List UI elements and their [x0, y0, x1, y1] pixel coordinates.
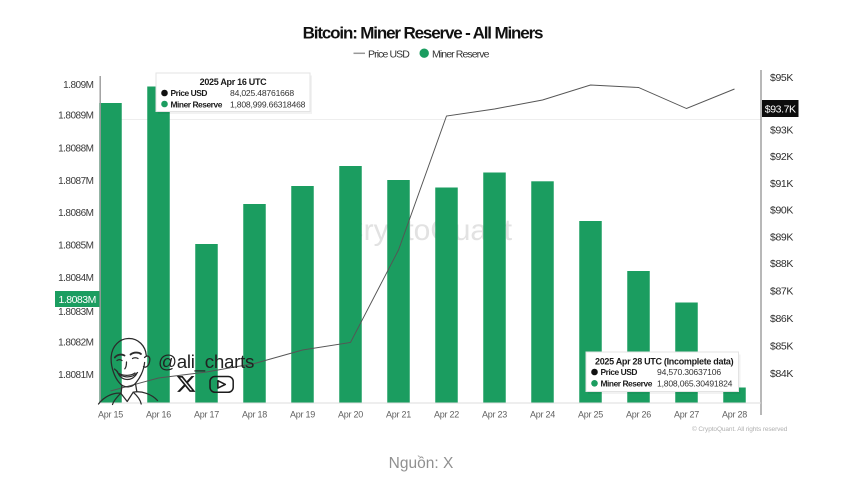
svg-text:$86K: $86K — [770, 313, 793, 325]
svg-text:1.8087M: 1.8087M — [58, 176, 94, 187]
svg-text:Apr 25: Apr 25 — [578, 410, 603, 420]
svg-text:$88K: $88K — [770, 258, 793, 270]
svg-text:Apr 17: Apr 17 — [194, 410, 219, 420]
svg-text:$84K: $84K — [770, 368, 793, 380]
svg-text:$93.7K: $93.7K — [765, 104, 796, 116]
svg-text:1.8083M: 1.8083M — [58, 307, 94, 318]
svg-text:Price USD: Price USD — [171, 88, 208, 98]
svg-text:$87K: $87K — [770, 286, 793, 298]
svg-text:2025 Apr 16 UTC: 2025 Apr 16 UTC — [200, 77, 267, 87]
svg-text:$91K: $91K — [770, 178, 793, 190]
svg-text:1.8084M: 1.8084M — [58, 273, 94, 284]
svg-text:1.8086M: 1.8086M — [58, 208, 94, 219]
svg-text:Price USD: Price USD — [368, 48, 410, 60]
svg-text:1.8085M: 1.8085M — [58, 241, 94, 252]
svg-text:$90K: $90K — [770, 205, 793, 217]
svg-text:Apr 18: Apr 18 — [242, 410, 267, 420]
svg-text:1.8081M: 1.8081M — [58, 370, 94, 381]
svg-text:84,025.48761668: 84,025.48761668 — [230, 88, 294, 98]
svg-text:Apr 16: Apr 16 — [146, 410, 171, 420]
svg-text:Apr 23: Apr 23 — [482, 410, 507, 420]
svg-text:94,570.30637106: 94,570.30637106 — [657, 367, 721, 377]
svg-text:Miner Reserve: Miner Reserve — [171, 99, 223, 109]
svg-text:Nguồn: X: Nguồn: X — [389, 455, 454, 472]
svg-text:1,808,065.30491824: 1,808,065.30491824 — [657, 379, 733, 389]
svg-text:Price USD: Price USD — [601, 367, 638, 377]
svg-text:Apr 19: Apr 19 — [290, 410, 315, 420]
svg-text:Apr 26: Apr 26 — [626, 410, 651, 420]
svg-text:1,808,999.66318468: 1,808,999.66318468 — [230, 99, 306, 109]
svg-text:1.8082M: 1.8082M — [58, 338, 94, 349]
svg-text:Miner Reserve: Miner Reserve — [432, 48, 490, 60]
svg-text:$89K: $89K — [770, 231, 793, 243]
svg-text:Bitcoin: Miner Reserve - All M: Bitcoin: Miner Reserve - All Miners — [303, 24, 543, 43]
svg-text:1.8089M: 1.8089M — [58, 111, 94, 122]
svg-text:@ali_charts: @ali_charts — [158, 351, 254, 373]
svg-text:2025 Apr 28 UTC (Incomplete da: 2025 Apr 28 UTC (Incomplete data) — [595, 356, 734, 366]
svg-text:Apr 21: Apr 21 — [386, 410, 411, 420]
svg-text:Apr 22: Apr 22 — [434, 410, 459, 420]
svg-text:1.809M: 1.809M — [63, 80, 94, 91]
svg-text:1.8088M: 1.8088M — [58, 143, 94, 154]
svg-text:1.8083M: 1.8083M — [59, 294, 96, 306]
svg-text:Apr 24: Apr 24 — [530, 410, 555, 420]
svg-text:Apr 20: Apr 20 — [338, 410, 363, 420]
svg-text:$93K: $93K — [770, 125, 793, 137]
svg-text:$95K: $95K — [770, 72, 793, 84]
svg-text:Miner Reserve: Miner Reserve — [601, 379, 653, 389]
svg-text:© CryptoQuant. All rights rese: © CryptoQuant. All rights reserved — [692, 425, 788, 433]
svg-text:Apr 15: Apr 15 — [98, 410, 123, 420]
svg-text:Apr 27: Apr 27 — [674, 410, 699, 420]
svg-text:Apr 28: Apr 28 — [722, 410, 747, 420]
svg-text:$92K: $92K — [770, 151, 793, 163]
svg-text:$85K: $85K — [770, 340, 793, 352]
